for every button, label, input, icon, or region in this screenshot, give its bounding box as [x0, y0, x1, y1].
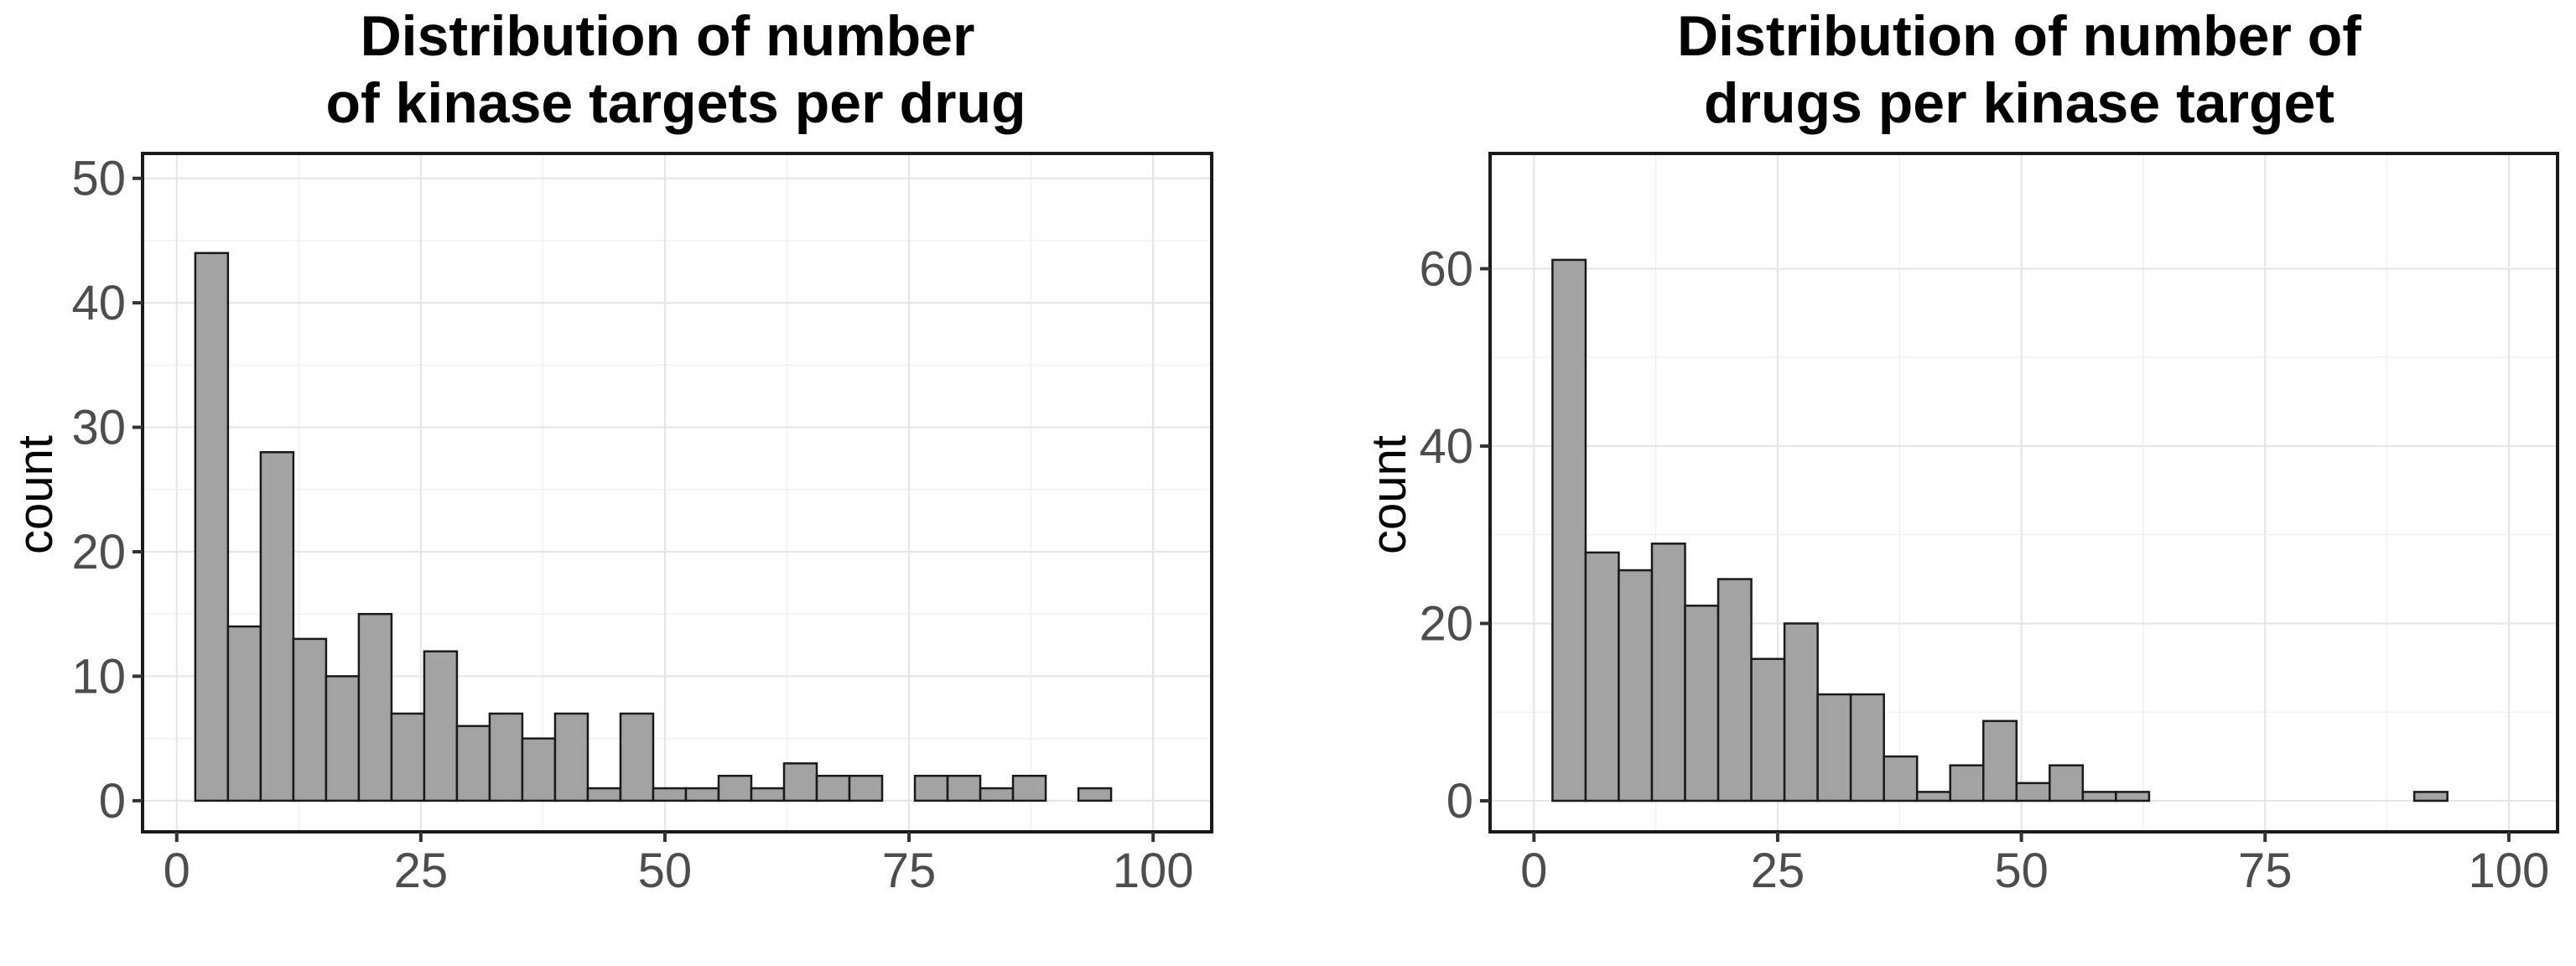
x-tick-label: 50 [638, 844, 693, 898]
histogram-bar [750, 787, 786, 802]
y-tick-label: 40 [71, 276, 126, 330]
histogram-bar [1650, 543, 1686, 802]
histogram-bar [325, 675, 361, 802]
y-tick-label: 60 [1419, 242, 1473, 296]
histogram-bar [226, 625, 262, 802]
histogram-bar [1684, 605, 1720, 802]
panel-border [141, 152, 1213, 834]
axes: 0 25 50 75 100 0 20 40 60 [1419, 242, 2549, 898]
y-tick-label: 50 [71, 152, 126, 206]
histogram-bar [1584, 551, 1620, 802]
histogram-bar [1551, 258, 1587, 802]
y-tick-label: 30 [71, 401, 126, 455]
histogram-bar [423, 650, 459, 802]
x-tick-label: 50 [1994, 844, 2049, 898]
histogram-bar [1982, 719, 2018, 802]
histogram-bar [1077, 787, 1113, 802]
histogram-bar [1618, 569, 1654, 802]
histogram-bar [2412, 791, 2449, 802]
histogram-bar [553, 712, 589, 802]
histogram-bar [194, 252, 230, 802]
x-tick-label: 25 [1751, 844, 1805, 898]
x-tick-label: 75 [2238, 844, 2293, 898]
histogram-bar [586, 787, 622, 802]
axes: 0 25 50 75 100 0 10 20 30 40 50 [71, 152, 1193, 898]
histogram-bar [1750, 657, 1786, 802]
histogram-bar [717, 774, 753, 802]
histogram-bar [1716, 578, 1753, 802]
chart-title-line-1: Distribution of number [361, 4, 975, 68]
bars [194, 252, 1113, 802]
chart-kinase-target-drugs: Distribution of number of drugs per kina… [1362, 4, 2559, 898]
histogram-bar [946, 774, 982, 802]
histogram-bar [979, 787, 1015, 802]
histogram-bar [1915, 791, 1951, 802]
histogram-bar [357, 612, 393, 802]
histogram-bar [488, 712, 524, 802]
chart-drug-kinase-targets: Distribution of number of kinase targets… [8, 4, 1213, 898]
histogram-bar [848, 774, 884, 802]
y-tick-label: 0 [1446, 774, 1473, 828]
histogram-bar [1849, 693, 1885, 802]
y-tick-label: 20 [1419, 596, 1473, 651]
y-tick-label: 40 [1419, 419, 1473, 474]
histogram-bar [782, 762, 818, 802]
histogram-bar [684, 787, 720, 802]
x-tick-label: 75 [882, 844, 937, 898]
y-tick-label: 20 [71, 525, 126, 579]
y-tick-label: 0 [99, 774, 126, 828]
y-axis-label: count [1362, 435, 1416, 554]
x-tick-label: 25 [394, 844, 449, 898]
histogram-bar [815, 774, 851, 802]
histogram-bar [521, 737, 557, 802]
chart-title-line-2: of kinase targets per drug [325, 71, 1026, 135]
histogram-bar [1949, 764, 1985, 802]
histogram-bar [2115, 791, 2151, 802]
x-tick-label: 0 [1520, 844, 1547, 898]
histogram-bar [390, 712, 426, 802]
histogram-bar [1883, 755, 1919, 802]
histogram-bar [913, 774, 949, 802]
y-tick-label: 10 [71, 649, 126, 704]
histogram-bar [652, 787, 688, 802]
chart-title-line-1: Distribution of number of [1677, 4, 2361, 68]
histogram-bar [619, 712, 655, 802]
histogram-bar [2049, 764, 2085, 802]
histogram-bar [455, 724, 491, 802]
grid [143, 153, 1212, 832]
y-axis-label: count [8, 435, 63, 554]
histogram-bar [1816, 693, 1852, 802]
x-tick-label: 100 [2468, 844, 2549, 898]
x-tick-label: 100 [1113, 844, 1194, 898]
histogram-bar [1783, 622, 1819, 802]
histogram-bar [292, 637, 328, 802]
chart-title-line-2: drugs per kinase target [1704, 71, 2334, 135]
x-tick-label: 0 [164, 844, 190, 898]
histogram-bar [1011, 774, 1047, 802]
histogram-bar [2081, 791, 2117, 802]
histogram-bar [259, 451, 295, 802]
panel-border [1488, 152, 2559, 834]
histogram-bar [2015, 782, 2051, 802]
bars [1551, 258, 2449, 802]
